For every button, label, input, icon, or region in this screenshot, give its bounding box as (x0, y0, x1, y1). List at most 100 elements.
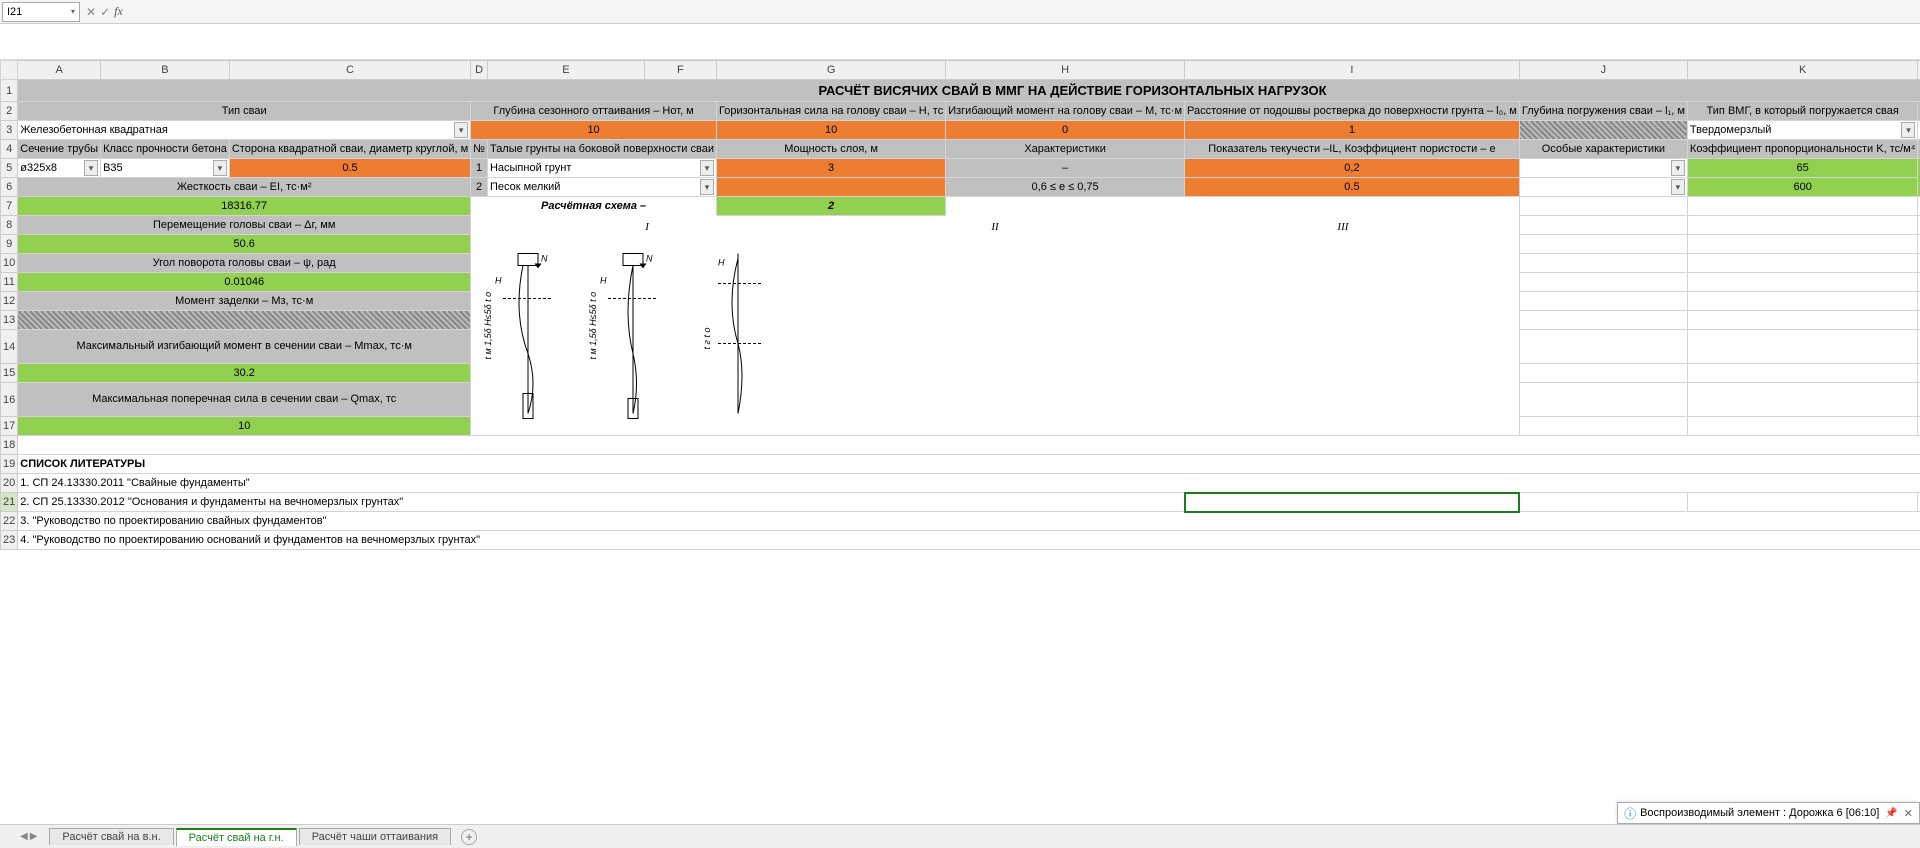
name-box-dropdown-icon[interactable]: ▾ (71, 7, 75, 16)
scheme-label[interactable]: Расчётная схема – (471, 197, 717, 216)
col-header[interactable]: H (946, 61, 1185, 80)
hdr-bend-moment[interactable]: Изгибающий момент на голову сваи – M, тс… (946, 102, 1185, 121)
hdr-special[interactable]: Особые характеристики (1519, 140, 1687, 159)
row-header[interactable]: 17 (1, 417, 18, 436)
hdr-pile-type[interactable]: Тип сваи (18, 102, 471, 121)
k-val-1[interactable]: 65 (1687, 159, 1918, 178)
row-header[interactable]: 11 (1, 273, 18, 292)
side-input[interactable]: 0.5 (229, 159, 470, 178)
tab-next-icon[interactable]: ▶ (30, 831, 38, 842)
row-header[interactable]: 22 (1, 512, 18, 531)
layer-num[interactable]: 1 (471, 159, 488, 178)
row-header[interactable]: 19 (1, 455, 18, 474)
row-header[interactable]: 10 (1, 254, 18, 273)
depth-pile-input[interactable] (1519, 121, 1687, 140)
row-header[interactable]: 3 (1, 121, 18, 140)
hdr-flow-index[interactable]: Показатель текучести –IL, Коэффициент по… (1185, 140, 1520, 159)
dist-input[interactable]: 1 (1185, 121, 1520, 140)
special-select-1[interactable] (1519, 159, 1687, 178)
row-header[interactable]: 12 (1, 292, 18, 311)
sheet-tab-2[interactable]: Расчёт свай на г.н. (176, 828, 297, 846)
spreadsheet-grid[interactable]: A B C D E F G H I J K L CQ CR CS CT CU 1… (0, 60, 1920, 824)
tab-prev-icon[interactable]: ◀ (20, 831, 28, 842)
scheme-val[interactable]: 2 (716, 197, 945, 216)
stiffness-label[interactable]: Жесткость сваи – EI, тс·м² (18, 178, 471, 197)
row-header[interactable]: 14 (1, 330, 18, 364)
row-header[interactable]: 2 (1, 102, 18, 121)
displacement-label[interactable]: Перемещение головы сваи – Δг, мм (18, 216, 471, 235)
pile-type-select[interactable]: Железобетонная квадратная (18, 121, 471, 140)
formula-input[interactable] (129, 2, 1918, 22)
soil-select-2[interactable]: Песок мелкий (487, 178, 716, 197)
special-select-2[interactable] (1519, 178, 1687, 197)
flow-input-1[interactable]: 0,2 (1185, 159, 1520, 178)
row-header[interactable]: 16 (1, 383, 18, 417)
max-shear-val[interactable]: 10 (18, 417, 471, 436)
concrete-select[interactable]: B35 (101, 159, 230, 178)
cancel-icon[interactable]: ✕ (86, 5, 96, 19)
fix-moment-label[interactable]: Момент заделки – Mз, тс·м (18, 292, 471, 311)
rotation-val[interactable]: 0.01046 (18, 273, 471, 292)
sheet-tab-1[interactable]: Расчёт свай на в.н. (49, 828, 173, 845)
lit-item[interactable]: 1. СП 24.13330.2011 "Свайные фундаменты" (18, 474, 1920, 493)
lit-item[interactable]: 2. СП 25.13330.2012 "Основания и фундаме… (18, 493, 1185, 512)
power-input-1[interactable]: 3 (716, 159, 945, 178)
row-header[interactable]: 9 (1, 235, 18, 254)
col-header[interactable]: G (716, 61, 945, 80)
row-header[interactable]: 6 (1, 178, 18, 197)
hdr-depth-seasonal[interactable]: Глубина сезонного оттаивания – Hот, м (471, 102, 717, 121)
hdr-layer-power[interactable]: Мощность слоя, м (716, 140, 945, 159)
power-input-2[interactable] (716, 178, 945, 197)
max-moment-label[interactable]: Максимальный изгибающий момент в сечении… (18, 330, 471, 364)
col-header[interactable]: C (229, 61, 470, 80)
fix-moment-val[interactable] (18, 311, 471, 330)
lit-header[interactable]: СПИСОК ЛИТЕРАТУРЫ (18, 455, 1920, 474)
active-cell[interactable] (1185, 493, 1520, 512)
col-header[interactable]: F (644, 61, 716, 80)
hdr-num[interactable]: № (471, 140, 488, 159)
horiz-force-input[interactable]: 10 (716, 121, 945, 140)
col-header[interactable]: I (1185, 61, 1520, 80)
lit-item[interactable]: 4. "Руководство по проектированию основа… (18, 531, 1920, 550)
rotation-label[interactable]: Угол поворота головы сваи – ψ, рад (18, 254, 471, 273)
hdr-horiz-force[interactable]: Горизонтальная сила на голову сваи – H, … (716, 102, 945, 121)
hdr-characteristics[interactable]: Характеристики (946, 140, 1185, 159)
fx-icon[interactable]: fx (114, 4, 123, 19)
row-header[interactable]: 23 (1, 531, 18, 550)
row-header[interactable]: 15 (1, 364, 18, 383)
sheet-tab-3[interactable]: Расчёт чаши оттаивания (299, 828, 451, 845)
depth-seasonal-input[interactable]: 10 (471, 121, 717, 140)
char-1[interactable]: – (946, 159, 1185, 178)
sheet-title[interactable]: РАСЧЁТ ВИСЯЧИХ СВАЙ В ММГ НА ДЕЙСТВИЕ ГО… (18, 80, 1920, 102)
add-sheet-button[interactable]: + (461, 829, 477, 845)
lit-item[interactable]: 3. "Руководство по проектированию свайны… (18, 512, 1920, 531)
row-header[interactable]: 18 (1, 436, 18, 455)
max-shear-label[interactable]: Максимальная поперечная сила в сечении с… (18, 383, 471, 417)
section-select[interactable]: ø325x8 (18, 159, 101, 178)
hdr-section[interactable]: Сечение трубы (18, 140, 101, 159)
close-icon[interactable]: ✕ (1904, 807, 1913, 820)
row-header[interactable]: 1 (1, 80, 18, 102)
max-moment-val[interactable]: 30.2 (18, 364, 471, 383)
row-header[interactable]: 4 (1, 140, 18, 159)
hdr-depth-pile[interactable]: Глубина погружения сваи – l₁, м (1519, 102, 1687, 121)
col-header[interactable]: A (18, 61, 101, 80)
select-all-corner[interactable] (1, 61, 18, 80)
accept-icon[interactable]: ✓ (100, 5, 110, 19)
flow-input-2[interactable]: 0.5 (1185, 178, 1520, 197)
col-header[interactable]: J (1519, 61, 1687, 80)
row-header[interactable]: 13 (1, 311, 18, 330)
hdr-side[interactable]: Сторона квадратной сваи, диаметр круглой… (229, 140, 470, 159)
hdr-vmg-type[interactable]: Тип ВМГ, в который погружается свая (1687, 102, 1918, 121)
col-header[interactable]: D (471, 61, 488, 80)
vmg-select[interactable]: Твердомерзлый (1687, 121, 1918, 140)
row-header[interactable]: 8 (1, 216, 18, 235)
hdr-concrete-class[interactable]: Класс прочности бетона (101, 140, 230, 159)
row-header[interactable]: 5 (1, 159, 18, 178)
char-2[interactable]: 0,6 ≤ e ≤ 0,75 (946, 178, 1185, 197)
displacement-val[interactable]: 50.6 (18, 235, 471, 254)
col-header[interactable]: K (1687, 61, 1918, 80)
row-header[interactable]: 7 (1, 197, 18, 216)
pin-icon[interactable]: 📌 (1885, 808, 1897, 819)
stiffness-val[interactable]: 18316.77 (18, 197, 471, 216)
